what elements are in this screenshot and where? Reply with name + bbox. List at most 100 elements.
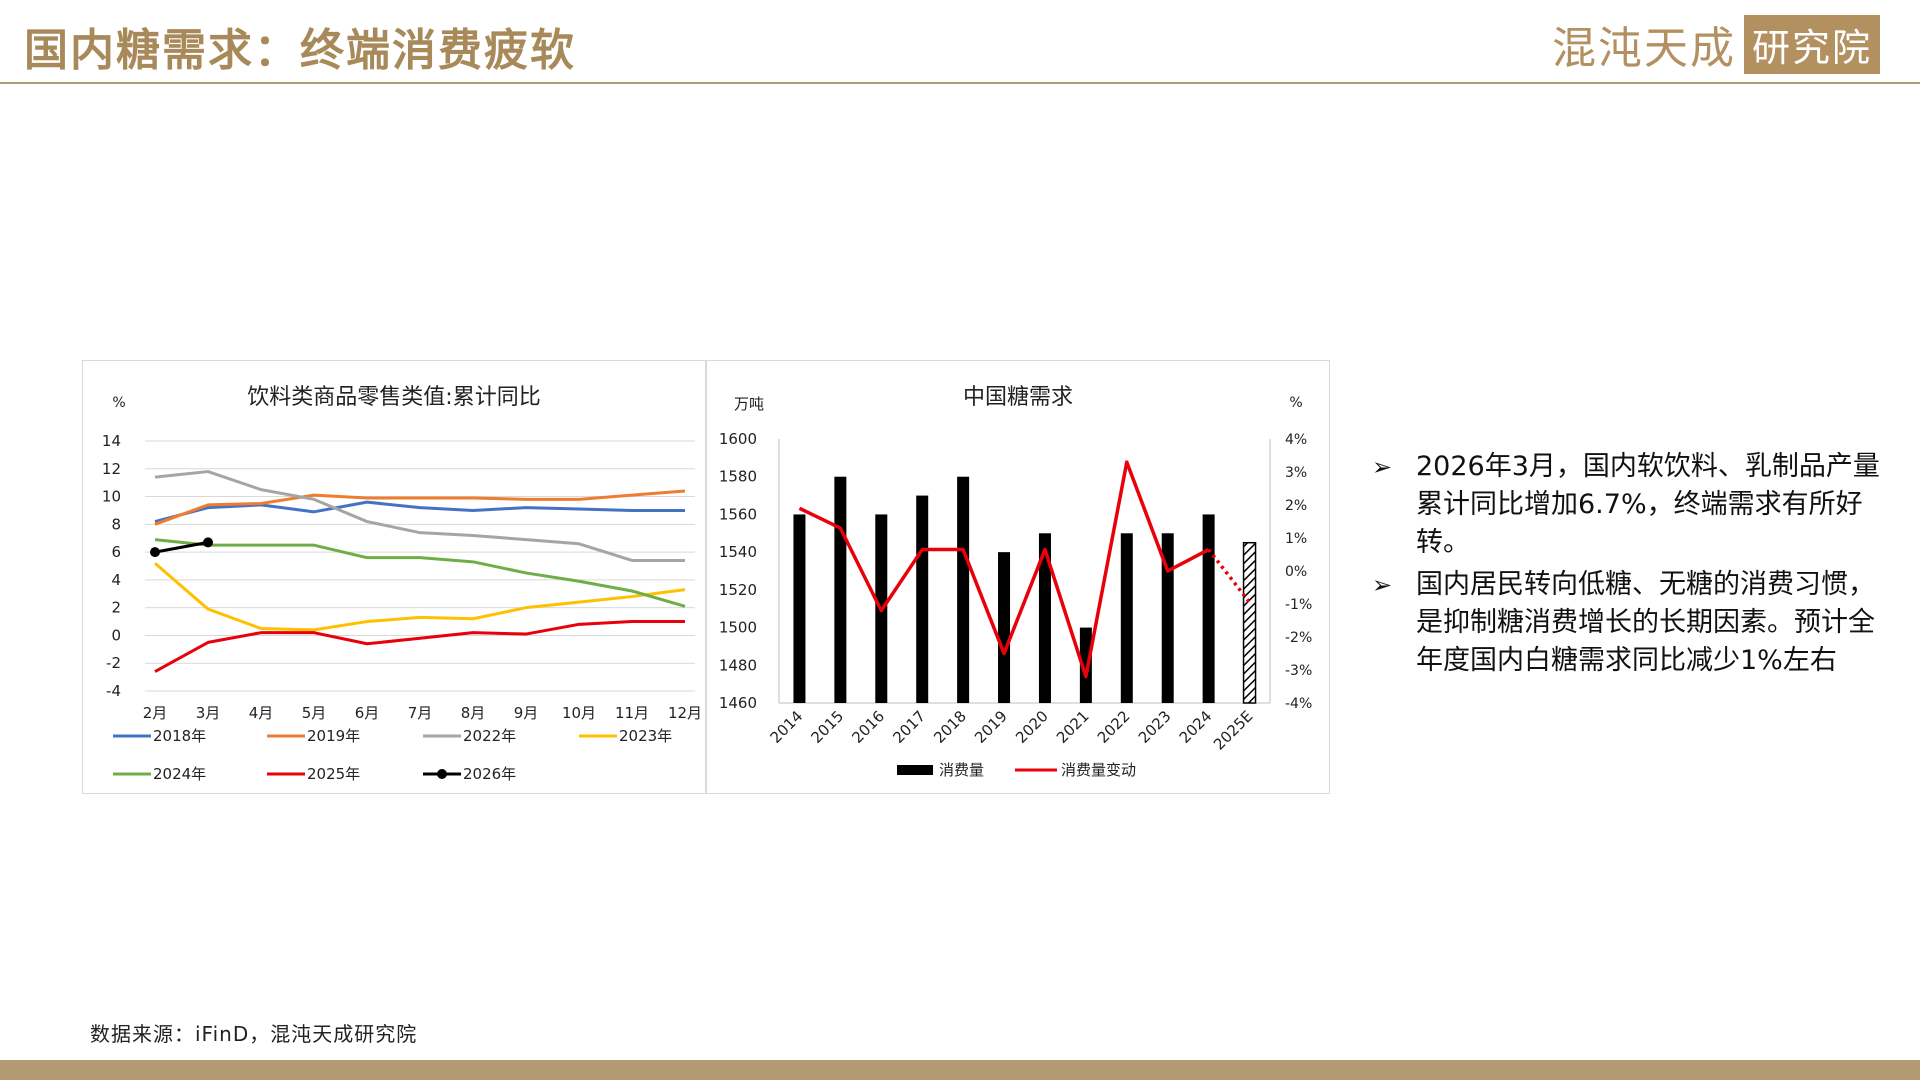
bar [1161,533,1174,703]
x-tick-label: 2021 [1053,707,1093,747]
series-line [154,538,686,608]
series-line [154,620,685,673]
bar [1242,541,1257,704]
y-axis-unit: % [112,395,125,411]
bar [1079,627,1092,703]
y-tick-label: 6 [111,543,121,561]
y-tick-label: 1520 [719,581,757,599]
y-tick-label: 14 [102,432,121,450]
y2-tick-label: -1% [1285,597,1312,613]
bar [957,476,970,703]
y-tick-label: 2 [111,599,121,617]
header-divider [0,82,1920,84]
sugar-demand-combo-chart: 中国糖需求 万吨 % 1460 1480 1500 1520 1540 1560 1580 1600… [719,385,1312,779]
x-tick-label: 10月 [562,704,596,722]
y-tick-label: 8 [111,515,121,533]
bar [1202,514,1215,703]
bar [998,552,1011,703]
legend-label: 2025年 [307,765,360,783]
x-tick-label: 2019 [971,707,1011,747]
series-line [154,500,685,524]
x-tick-label: 2016 [848,707,888,747]
y-tick-label: 1540 [719,543,757,561]
beverage-retail-line-chart: 饮料类商品零售类值:累计同比% -4 -2 0 2 4 6 8 10 12 14 2月 3月 4月 5月 6月… [102,385,702,783]
x-tick-label: 2月 [143,704,168,722]
x-tick-label: 2020 [1012,707,1052,747]
bullet-item: ➢ 2026年3月，国内软饮料、乳制品产量累计同比增加6.7%，终端需求有所好转… [1372,448,1892,562]
chart-panel-beverage-retail: 饮料类商品零售类值:累计同比% -4 -2 0 2 4 6 8 10 12 14 2月 3月 4月 5月 6月… [82,360,706,794]
legend-marker [437,769,447,779]
y2-tick-label: 1% [1285,531,1307,547]
y-tick-label: 0 [111,626,121,644]
y2-tick-label: -3% [1285,663,1312,679]
y2-tick-label: -4% [1285,696,1312,712]
bar [916,495,929,703]
logo-institute: 研究院 [1743,14,1880,74]
data-point [150,547,160,558]
x-tick-label: 12月 [668,704,702,722]
bullet-text: 2026年3月，国内软饮料、乳制品产量累计同比增加6.7%，终端需求有所好转。 [1416,451,1880,558]
x-tick-label: 4月 [249,704,274,722]
x-tick-label: 6月 [355,704,380,722]
legend-label: 2018年 [153,727,206,745]
bullet-text: 国内居民转向低糖、无糖的消费习惯，是抑制糖消费增长的长期因素。预计全年度国内白糖… [1416,569,1875,676]
series-line [154,470,685,562]
y-tick-label: -2 [106,654,121,672]
bullet-item: ➢ 国内居民转向低糖、无糖的消费习惯，是抑制糖消费增长的长期因素。预计全年度国内… [1372,566,1892,680]
x-tick-label: 2023 [1135,707,1175,747]
footer-bar [0,1060,1920,1080]
legend-label: 2023年 [619,727,672,745]
y-tick-label: 1560 [719,505,757,523]
x-tick-label: 2014 [767,707,807,747]
y-tick-label: 4 [111,571,121,589]
x-tick-label: 2025E [1210,707,1256,753]
bar [1038,533,1051,703]
legend-label: 2022年 [463,727,516,745]
legend-label: 2024年 [153,765,206,783]
series-line [154,489,686,526]
x-tick-label: 2015 [807,707,847,747]
y-tick-label: 1460 [719,694,757,712]
y2-axis-unit: % [1289,395,1302,411]
y-tick-label: 1500 [719,619,757,637]
y-axis-unit: 万吨 [734,395,764,413]
x-tick-label: 8月 [461,704,486,722]
bar [1120,533,1133,703]
y-tick-label: 1600 [719,430,757,448]
y-tick-label: -4 [106,682,121,700]
y2-tick-label: 4% [1285,432,1307,448]
legend-label: 2026年 [463,765,516,783]
series-line [154,540,209,554]
x-tick-label: 2017 [889,707,929,747]
legend-swatch [897,765,933,775]
x-tick-label: 9月 [514,704,539,722]
legend-label: 消费量变动 [1061,761,1136,779]
summary-bullets: ➢ 2026年3月，国内软饮料、乳制品产量累计同比增加6.7%，终端需求有所好转… [1372,448,1892,684]
chart-title: 中国糖需求 [963,385,1073,410]
y-tick-label: 1480 [719,656,757,674]
logo-brand: 混沌天成 [1551,23,1736,74]
y2-tick-label: 3% [1285,465,1307,481]
x-tick-label: 11月 [615,704,649,722]
y2-tick-label: 2% [1285,498,1307,514]
bar [793,514,806,703]
x-tick-label: 2018 [930,707,970,747]
data-source: 数据来源：iFinD，混沌天成研究院 [90,1022,418,1046]
change-line [798,460,1210,679]
y-tick-label: 12 [102,460,121,478]
legend-label: 消费量 [939,761,984,779]
x-tick-label: 7月 [408,704,433,722]
y2-tick-label: 0% [1285,564,1307,580]
x-tick-label: 3月 [196,704,221,722]
legend-label: 2019年 [307,727,360,745]
bar [834,476,847,703]
series-line [154,562,686,632]
x-tick-label: 2022 [1094,707,1134,747]
y2-tick-label: -2% [1285,630,1312,646]
chart-title: 饮料类商品零售类值:累计同比 [247,385,540,410]
y-tick-label: 10 [102,488,121,506]
page-title: 国内糖需求：终端消费疲软 [24,25,576,76]
arrow-bullet-icon: ➢ [1372,571,1393,599]
data-point [203,537,213,548]
arrow-bullet-icon: ➢ [1372,453,1393,481]
